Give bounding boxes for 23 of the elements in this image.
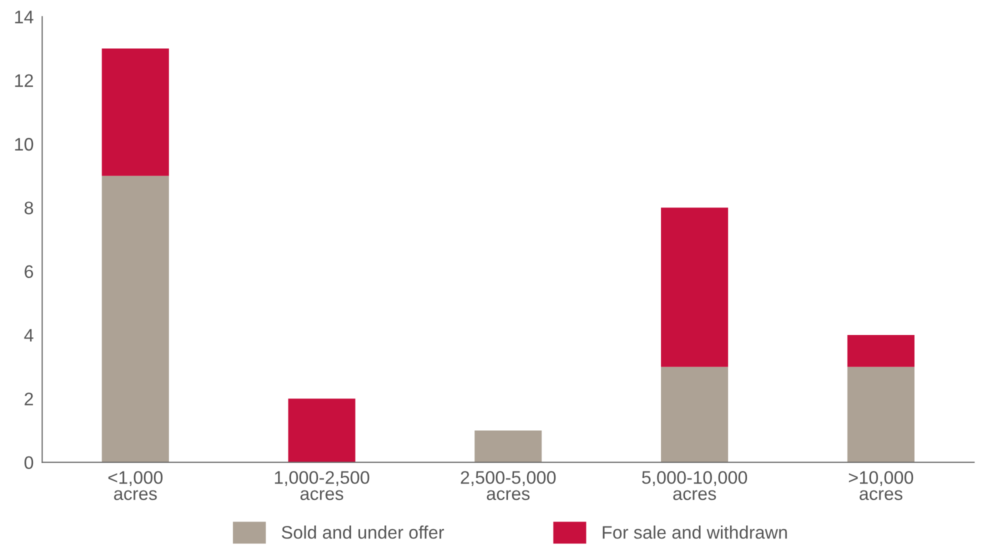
bar bbox=[661, 366, 728, 462]
bar bbox=[474, 430, 542, 462]
x-tick-label: 1,000-2,500 acres bbox=[274, 471, 370, 500]
y-tick-label: 8 bbox=[24, 202, 34, 214]
x-tick-label: >10,000 acres bbox=[848, 471, 914, 500]
y-tick-label: 2 bbox=[24, 392, 33, 406]
bar bbox=[102, 176, 169, 462]
y-tick-label: 14 bbox=[15, 10, 34, 24]
y-tick-label: 6 bbox=[24, 265, 34, 278]
x-tick-label: 2,500-5,000 acres bbox=[460, 471, 556, 500]
legend-label: For sale and withdrawn bbox=[602, 526, 787, 539]
bar bbox=[847, 334, 914, 367]
y-tick-label: 12 bbox=[15, 74, 33, 87]
legend-label: Sold and under offer bbox=[282, 526, 444, 539]
bar bbox=[102, 48, 169, 176]
y-tick-label: 0 bbox=[24, 456, 34, 470]
bar bbox=[847, 366, 914, 462]
y-tick-label: 4 bbox=[24, 329, 34, 342]
x-tick-label: 5,000-10,000 acres bbox=[642, 471, 748, 500]
bar bbox=[661, 208, 728, 367]
y-tick-label: 10 bbox=[15, 138, 34, 151]
x-tick-label: <1,000 acres bbox=[108, 471, 163, 500]
bar bbox=[288, 398, 356, 462]
